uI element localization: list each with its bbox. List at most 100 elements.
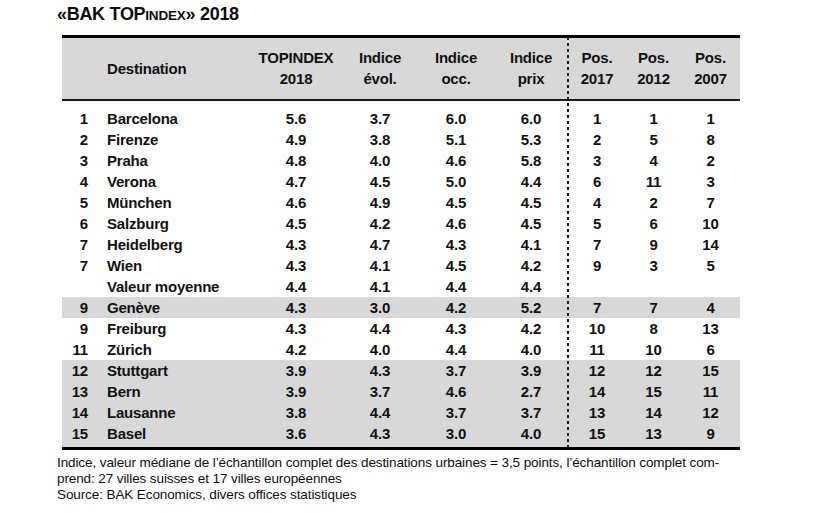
title-prefix: «BAK TOP [57, 4, 145, 24]
table-row: 2Firenze4.93.85.15.3258 [62, 129, 740, 150]
table-row: 12Stuttgart3.94.33.73.9121215 [62, 360, 740, 381]
cell-indice-prix: 4.0 [494, 423, 568, 449]
header-occ-line2: occ. [441, 70, 470, 87]
cell-destination: Valeur moyenne [100, 276, 250, 297]
cell-rank: 7 [62, 255, 100, 276]
cell-pos-2007 [681, 276, 740, 297]
page: «BAK TOPINDEX» 2018 Destination TOPINDEX… [0, 0, 820, 513]
cell-pos-2017: 12 [568, 360, 626, 381]
cell-pos-2007: 5 [681, 255, 740, 276]
header-evol-line1: Indice [359, 49, 401, 66]
cell-indice-prix: 3.9 [494, 360, 568, 381]
cell-indice-prix: 4.4 [494, 276, 568, 297]
table-row: 14Lausanne3.84.43.73.7131412 [62, 402, 740, 423]
cell-indice-occ: 4.3 [418, 318, 494, 339]
cell-destination: Praha [100, 150, 250, 171]
cell-indice-evol: 3.7 [342, 100, 418, 129]
cell-pos-2012: 1 [626, 100, 681, 129]
cell-topindex: 3.6 [250, 423, 342, 449]
ranking-table: Destination TOPINDEX 2018 Indice évol. Ind… [62, 35, 740, 450]
cell-pos-2012: 8 [626, 318, 681, 339]
header-indice-evol: Indice évol. [342, 37, 418, 100]
cell-pos-2012: 6 [626, 213, 681, 234]
header-indice-prix: Indiceprix [494, 37, 568, 100]
header-pos-2007: Pos. 2007 [681, 37, 740, 100]
cell-pos-2012: 14 [626, 402, 681, 423]
cell-indice-prix: 4.1 [494, 234, 568, 255]
cell-pos-2012: 4 [626, 150, 681, 171]
cell-pos-2007: 15 [681, 360, 740, 381]
cell-indice-prix: 4.4 [494, 171, 568, 192]
cell-rank: 12 [62, 360, 100, 381]
table-row: 9Freiburg4.34.44.34.210813 [62, 318, 740, 339]
cell-indice-evol: 4.4 [342, 402, 418, 423]
cell-destination: Freiburg [100, 318, 250, 339]
header-topindex-line1: TOPINDEX [259, 49, 334, 66]
header-pos-2017: Pos.2017 [568, 37, 626, 100]
cell-topindex: 4.3 [250, 297, 342, 318]
cell-pos-2012: 2 [626, 192, 681, 213]
cell-topindex: 4.5 [250, 213, 342, 234]
header-evol-line2: évol. [363, 70, 396, 87]
cell-topindex: 4.2 [250, 339, 342, 360]
cell-pos-2007: 3 [681, 171, 740, 192]
cell-rank: 1 [62, 100, 100, 129]
cell-destination: Stuttgart [100, 360, 250, 381]
cell-topindex: 4.3 [250, 318, 342, 339]
cell-indice-evol: 4.1 [342, 276, 418, 297]
cell-indice-evol: 4.3 [342, 360, 418, 381]
cell-indice-evol: 4.4 [342, 318, 418, 339]
cell-indice-prix: 4.2 [494, 318, 568, 339]
cell-indice-occ: 4.5 [418, 255, 494, 276]
cell-pos-2017: 14 [568, 381, 626, 402]
header-destination-label: Destination [107, 60, 186, 77]
cell-rank: 11 [62, 339, 100, 360]
header-pos2007-line2: 2007 [694, 70, 727, 87]
cell-rank: 13 [62, 381, 100, 402]
cell-rank: 9 [62, 318, 100, 339]
cell-destination: Bern [100, 381, 250, 402]
cell-destination: Barcelona [100, 100, 250, 129]
cell-rank: 7 [62, 234, 100, 255]
table-row: 6Salzburg4.54.24.64.55610 [62, 213, 740, 234]
cell-topindex: 4.7 [250, 171, 342, 192]
cell-indice-prix: 4.0 [494, 339, 568, 360]
cell-indice-prix: 6.0 [494, 100, 568, 129]
cell-pos-2012: 12 [626, 360, 681, 381]
cell-indice-occ: 4.6 [418, 150, 494, 171]
cell-indice-prix: 5.3 [494, 129, 568, 150]
cell-indice-occ: 4.6 [418, 381, 494, 402]
cell-rank: 5 [62, 192, 100, 213]
cell-pos-2012: 10 [626, 339, 681, 360]
cell-pos-2007: 7 [681, 192, 740, 213]
header-row: Destination TOPINDEX 2018 Indice évol. Ind… [62, 37, 740, 100]
cell-pos-2007: 9 [681, 423, 740, 449]
cell-pos-2017: 7 [568, 297, 626, 318]
header-topindex-line2: 2018 [280, 70, 313, 87]
cell-pos-2017: 4 [568, 192, 626, 213]
cell-indice-occ: 5.0 [418, 171, 494, 192]
cell-destination: München [100, 192, 250, 213]
cell-rank: 2 [62, 129, 100, 150]
cell-destination: Salzburg [100, 213, 250, 234]
page-title: «BAK TOPINDEX» 2018 [57, 4, 239, 25]
cell-indice-occ: 3.7 [418, 402, 494, 423]
header-pos2007-line1: Pos. [695, 49, 726, 66]
cell-pos-2017: 10 [568, 318, 626, 339]
table-row: 5München4.64.94.54.5427 [62, 192, 740, 213]
table-row: 7Wien4.34.14.54.2935 [62, 255, 740, 276]
cell-topindex: 4.3 [250, 255, 342, 276]
cell-rank: 15 [62, 423, 100, 449]
header-occ-line1: Indice [435, 49, 477, 66]
header-pos2012-line1: Pos. [638, 49, 669, 66]
cell-indice-evol: 4.9 [342, 192, 418, 213]
topindex-table: Destination TOPINDEX 2018 Indice évol. Ind… [62, 35, 740, 450]
cell-indice-evol: 4.7 [342, 234, 418, 255]
cell-topindex: 4.9 [250, 129, 342, 150]
cell-rank: 4 [62, 171, 100, 192]
cell-pos-2012: 5 [626, 129, 681, 150]
cell-topindex: 3.8 [250, 402, 342, 423]
cell-indice-evol: 4.3 [342, 423, 418, 449]
cell-topindex: 4.4 [250, 276, 342, 297]
cell-indice-evol: 4.0 [342, 339, 418, 360]
